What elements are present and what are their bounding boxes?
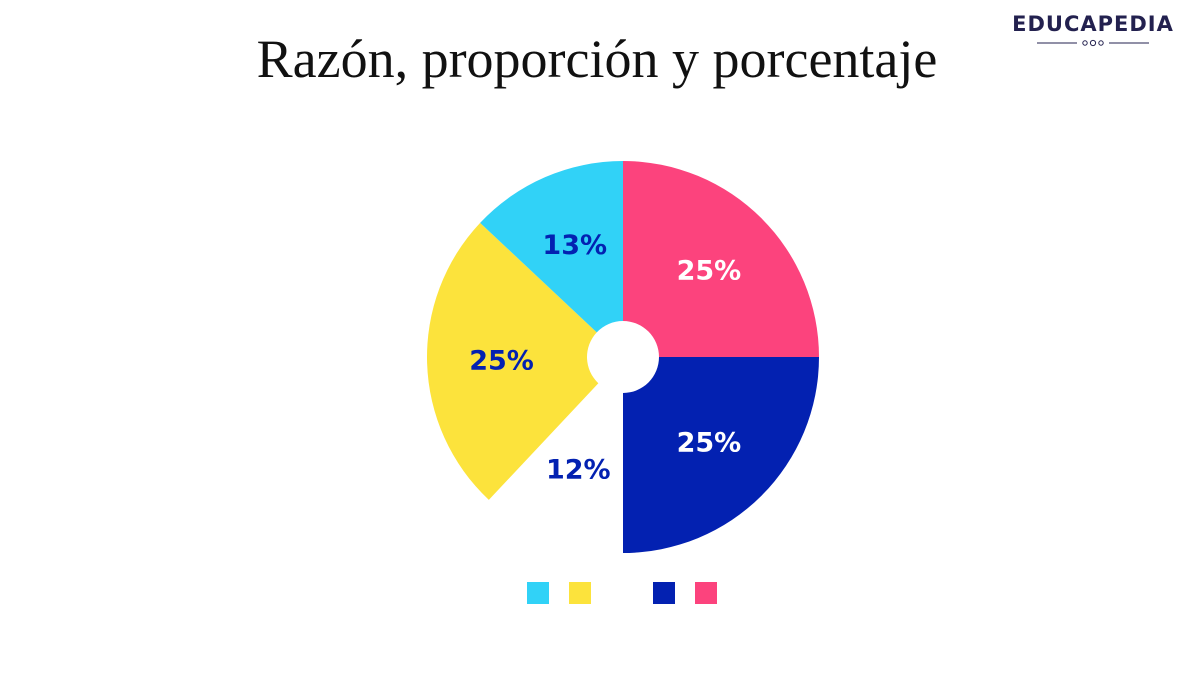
legend-swatch-0 (527, 582, 549, 604)
slice-label-2: 12% (546, 454, 611, 485)
legend-swatch-2 (611, 582, 633, 604)
pie-slice-4 (480, 161, 623, 333)
legend-swatch-3 (653, 582, 675, 604)
legend-swatch-4 (695, 582, 717, 604)
pie-labels: 25% 25% 12% 25% 13% (469, 230, 741, 486)
pie-slice-3 (427, 222, 599, 500)
slice-label-4: 13% (542, 230, 607, 261)
slice-label-1: 25% (677, 427, 742, 458)
chart-legend (0, 582, 1200, 604)
pie-slice-1 (623, 357, 819, 553)
legend-swatch-1 (569, 582, 591, 604)
pie-slice-0 (623, 161, 819, 357)
pie-slices (427, 161, 819, 553)
chart-title: Razón, proporción y porcentaje (256, 29, 938, 89)
slice-label-3: 25% (469, 345, 534, 376)
slice-label-0: 25% (677, 256, 742, 287)
educapedia-logo: EDUCAPEDIA (1008, 12, 1178, 48)
logo-ornament-icon (1037, 39, 1149, 47)
logo-text: EDUCAPEDIA (1012, 12, 1174, 36)
